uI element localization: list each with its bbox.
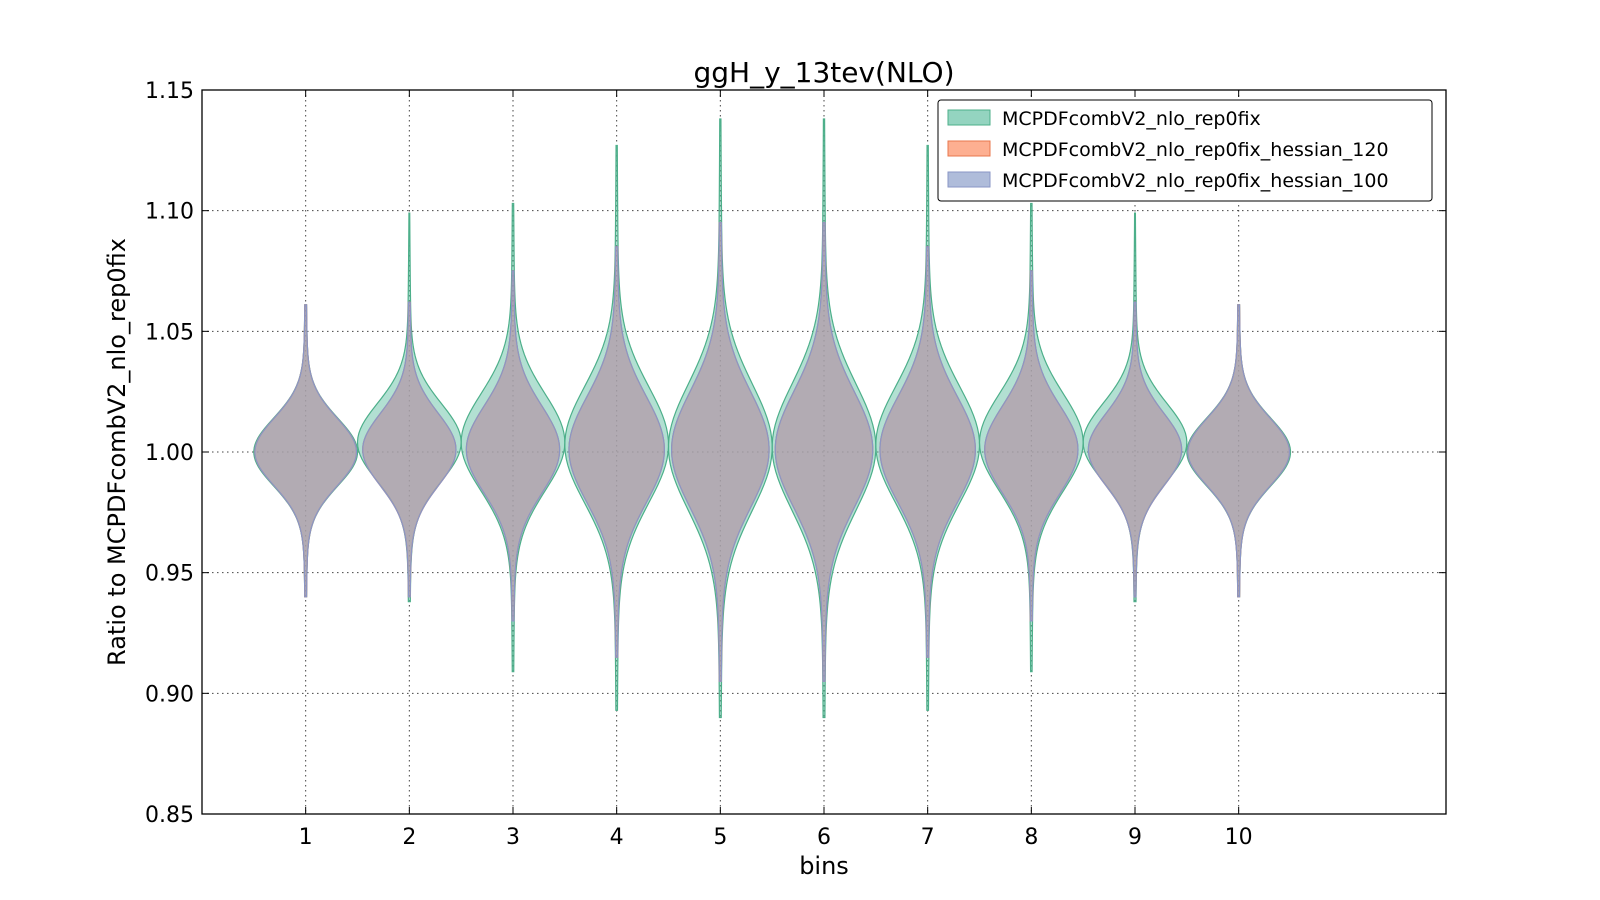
y-tick-label: 0.90 <box>145 682 194 707</box>
y-tick-label: 0.95 <box>145 562 194 587</box>
y-tick-label: 1.10 <box>145 200 194 225</box>
x-tick-label: 3 <box>506 825 520 850</box>
x-tick-label: 6 <box>817 825 831 850</box>
violin-body <box>254 304 358 598</box>
violin-body <box>671 222 770 682</box>
x-tick-label: 4 <box>610 825 624 850</box>
x-tick-label: 5 <box>713 825 727 850</box>
violin-body <box>568 246 665 658</box>
violin-body <box>984 270 1079 622</box>
x-axis-label: bins <box>799 852 849 880</box>
y-tick-label: 0.85 <box>145 803 194 828</box>
x-tick-label: 10 <box>1225 825 1253 850</box>
legend-label: MCPDFcombV2_nlo_rep0fix_hessian_100 <box>1002 170 1389 192</box>
x-tick-label: 7 <box>921 825 935 850</box>
x-tick-label: 8 <box>1024 825 1038 850</box>
legend-swatch <box>947 140 991 157</box>
violin-body <box>1087 301 1183 598</box>
axis-ticks: 0.85 0.90 0.95 1.00 1.05 1.10 1.15 1 2 3 4 5 6 7 8 9 10 <box>145 79 1446 850</box>
legend-swatch <box>947 171 991 188</box>
x-tick-label: 1 <box>299 825 313 850</box>
legend: MCPDFcombV2_nlo_rep0fix MCPDFcombV2_nlo_r… <box>937 99 1433 202</box>
violin-body <box>774 222 874 682</box>
violin-body <box>465 270 561 622</box>
legend-swatch <box>947 109 991 126</box>
y-tick-label: 1.15 <box>145 79 194 104</box>
chart-title: ggH_y_13tev(NLO) <box>693 56 954 89</box>
violin-series-3 <box>254 222 1291 682</box>
y-tick-label: 1.00 <box>145 441 194 466</box>
x-tick-label: 2 <box>402 825 416 850</box>
legend-label: MCPDFcombV2_nlo_rep0fix_hessian_120 <box>1002 139 1389 161</box>
legend-box <box>937 99 1433 202</box>
y-axis-label: Ratio to MCPDFcombV2_nlo_rep0fix <box>103 238 131 666</box>
x-tick-label: 9 <box>1128 825 1142 850</box>
violin-body <box>879 246 976 658</box>
y-tick-label: 1.05 <box>145 320 194 345</box>
legend-label: MCPDFcombV2_nlo_rep0fix <box>1002 108 1261 130</box>
violin-layer <box>253 118 1292 719</box>
violin-body <box>1187 304 1291 598</box>
violin-body <box>362 301 457 598</box>
